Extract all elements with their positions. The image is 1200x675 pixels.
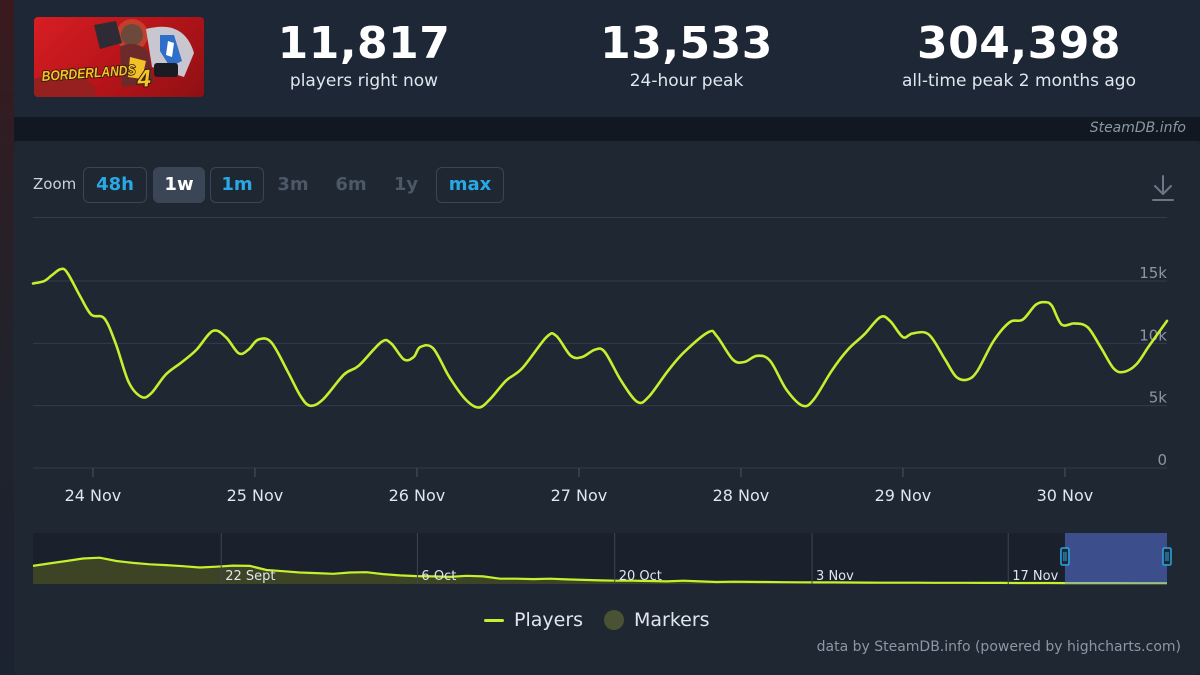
navigator-handle-left[interactable] (1060, 547, 1070, 566)
players-now-label: players right now (289, 71, 439, 91)
game-art-icon (34, 19, 194, 97)
navigator-tick-label: 3 Nov (816, 569, 854, 584)
zoom-3m-button: 3m (277, 174, 309, 195)
steamdb-credit: SteamDB.info (1089, 120, 1186, 136)
x-tick-label: 25 Nov (227, 486, 284, 505)
navigator-selection[interactable] (1064, 533, 1167, 584)
zoom-max-button[interactable]: max (436, 167, 504, 203)
svg-text:4: 4 (136, 65, 152, 93)
x-tick-label: 28 Nov (713, 486, 770, 505)
game-title-wordmark: BORDERLANDS 4 (40, 61, 152, 94)
navigator-tick-label: 6 Oct (421, 569, 456, 584)
all-time-peak-stat: 304,398 all-time peak 2 months ago (884, 18, 1154, 92)
y-tick-label: 0 (1157, 451, 1167, 469)
peak-24h-label: 24-hour peak (629, 71, 744, 91)
y-tick-label: 5k (1149, 389, 1168, 407)
y-tick-label: 15k (1139, 264, 1167, 282)
all-time-peak-label: all-time peak 2 months ago (902, 71, 1136, 91)
x-tick-label: 29 Nov (875, 486, 932, 505)
navigator-tick-label: 20 Oct (619, 569, 662, 584)
players-now-stat: 11,817 players right now (274, 18, 454, 92)
zoom-1y-button: 1y (393, 174, 419, 195)
navigator[interactable]: 22 Sept 6 Oct 20 Oct 3 Nov 17 Nov (32, 533, 1172, 585)
x-axis-ticks: 24 Nov 25 Nov 26 Nov 27 Nov 28 Nov 29 Nov 30 N… (65, 468, 1094, 505)
peak-24h-stat: 13,533 24-hour peak (599, 18, 774, 92)
navigator-tick-label: 22 Sept (225, 569, 275, 584)
legend-item-players[interactable]: Players (484, 607, 604, 633)
zoom-1m-button[interactable]: 1m (210, 167, 264, 203)
download-icon (1152, 175, 1174, 201)
navigator-line (32, 556, 1167, 585)
players-now-value: 11,817 (277, 18, 451, 69)
x-tick-label: 30 Nov (1037, 486, 1094, 505)
peak-24h-value: 13,533 (600, 18, 773, 69)
header: BORDERLANDS 4 11,817 players right now 1… (14, 0, 1200, 117)
download-button[interactable] (1150, 173, 1176, 203)
legend-item-markers[interactable]: Markers (604, 607, 734, 633)
navigator-handle-right[interactable] (1162, 547, 1172, 566)
zoom-label: Zoom (33, 175, 77, 193)
legend-players-label: Players (514, 609, 584, 631)
zoom-6m-button: 6m (335, 174, 367, 195)
svg-text:BORDERLANDS: BORDERLANDS (41, 61, 136, 84)
chart-panel: Zoom 48h 1w 1m 3m 6m 1y max 15k 10k 5k 0 24… (14, 141, 1200, 675)
game-logo[interactable]: BORDERLANDS 4 (34, 17, 204, 97)
navigator-area (33, 557, 1167, 584)
x-tick-label: 27 Nov (551, 486, 608, 505)
all-time-peak-value: 304,398 (917, 18, 1121, 69)
background-edge (0, 0, 14, 675)
players-series-line (31, 267, 1169, 409)
credit-strip: SteamDB.info (14, 117, 1200, 141)
x-tick-label: 24 Nov (65, 486, 122, 505)
x-tick-label: 26 Nov (389, 486, 446, 505)
zoom-1w-button[interactable]: 1w (153, 167, 205, 203)
zoom-divider (33, 217, 1167, 218)
grid-lines (33, 280, 1167, 469)
footer-credit: data by SteamDB.info (powered by highcha… (816, 639, 1181, 655)
navigator-tick-label: 17 Nov (1012, 569, 1058, 584)
legend-markers-swatch (604, 610, 624, 630)
zoom-48h-button[interactable]: 48h (83, 167, 147, 203)
legend-markers-label: Markers (634, 609, 710, 631)
legend-players-swatch (484, 619, 504, 622)
